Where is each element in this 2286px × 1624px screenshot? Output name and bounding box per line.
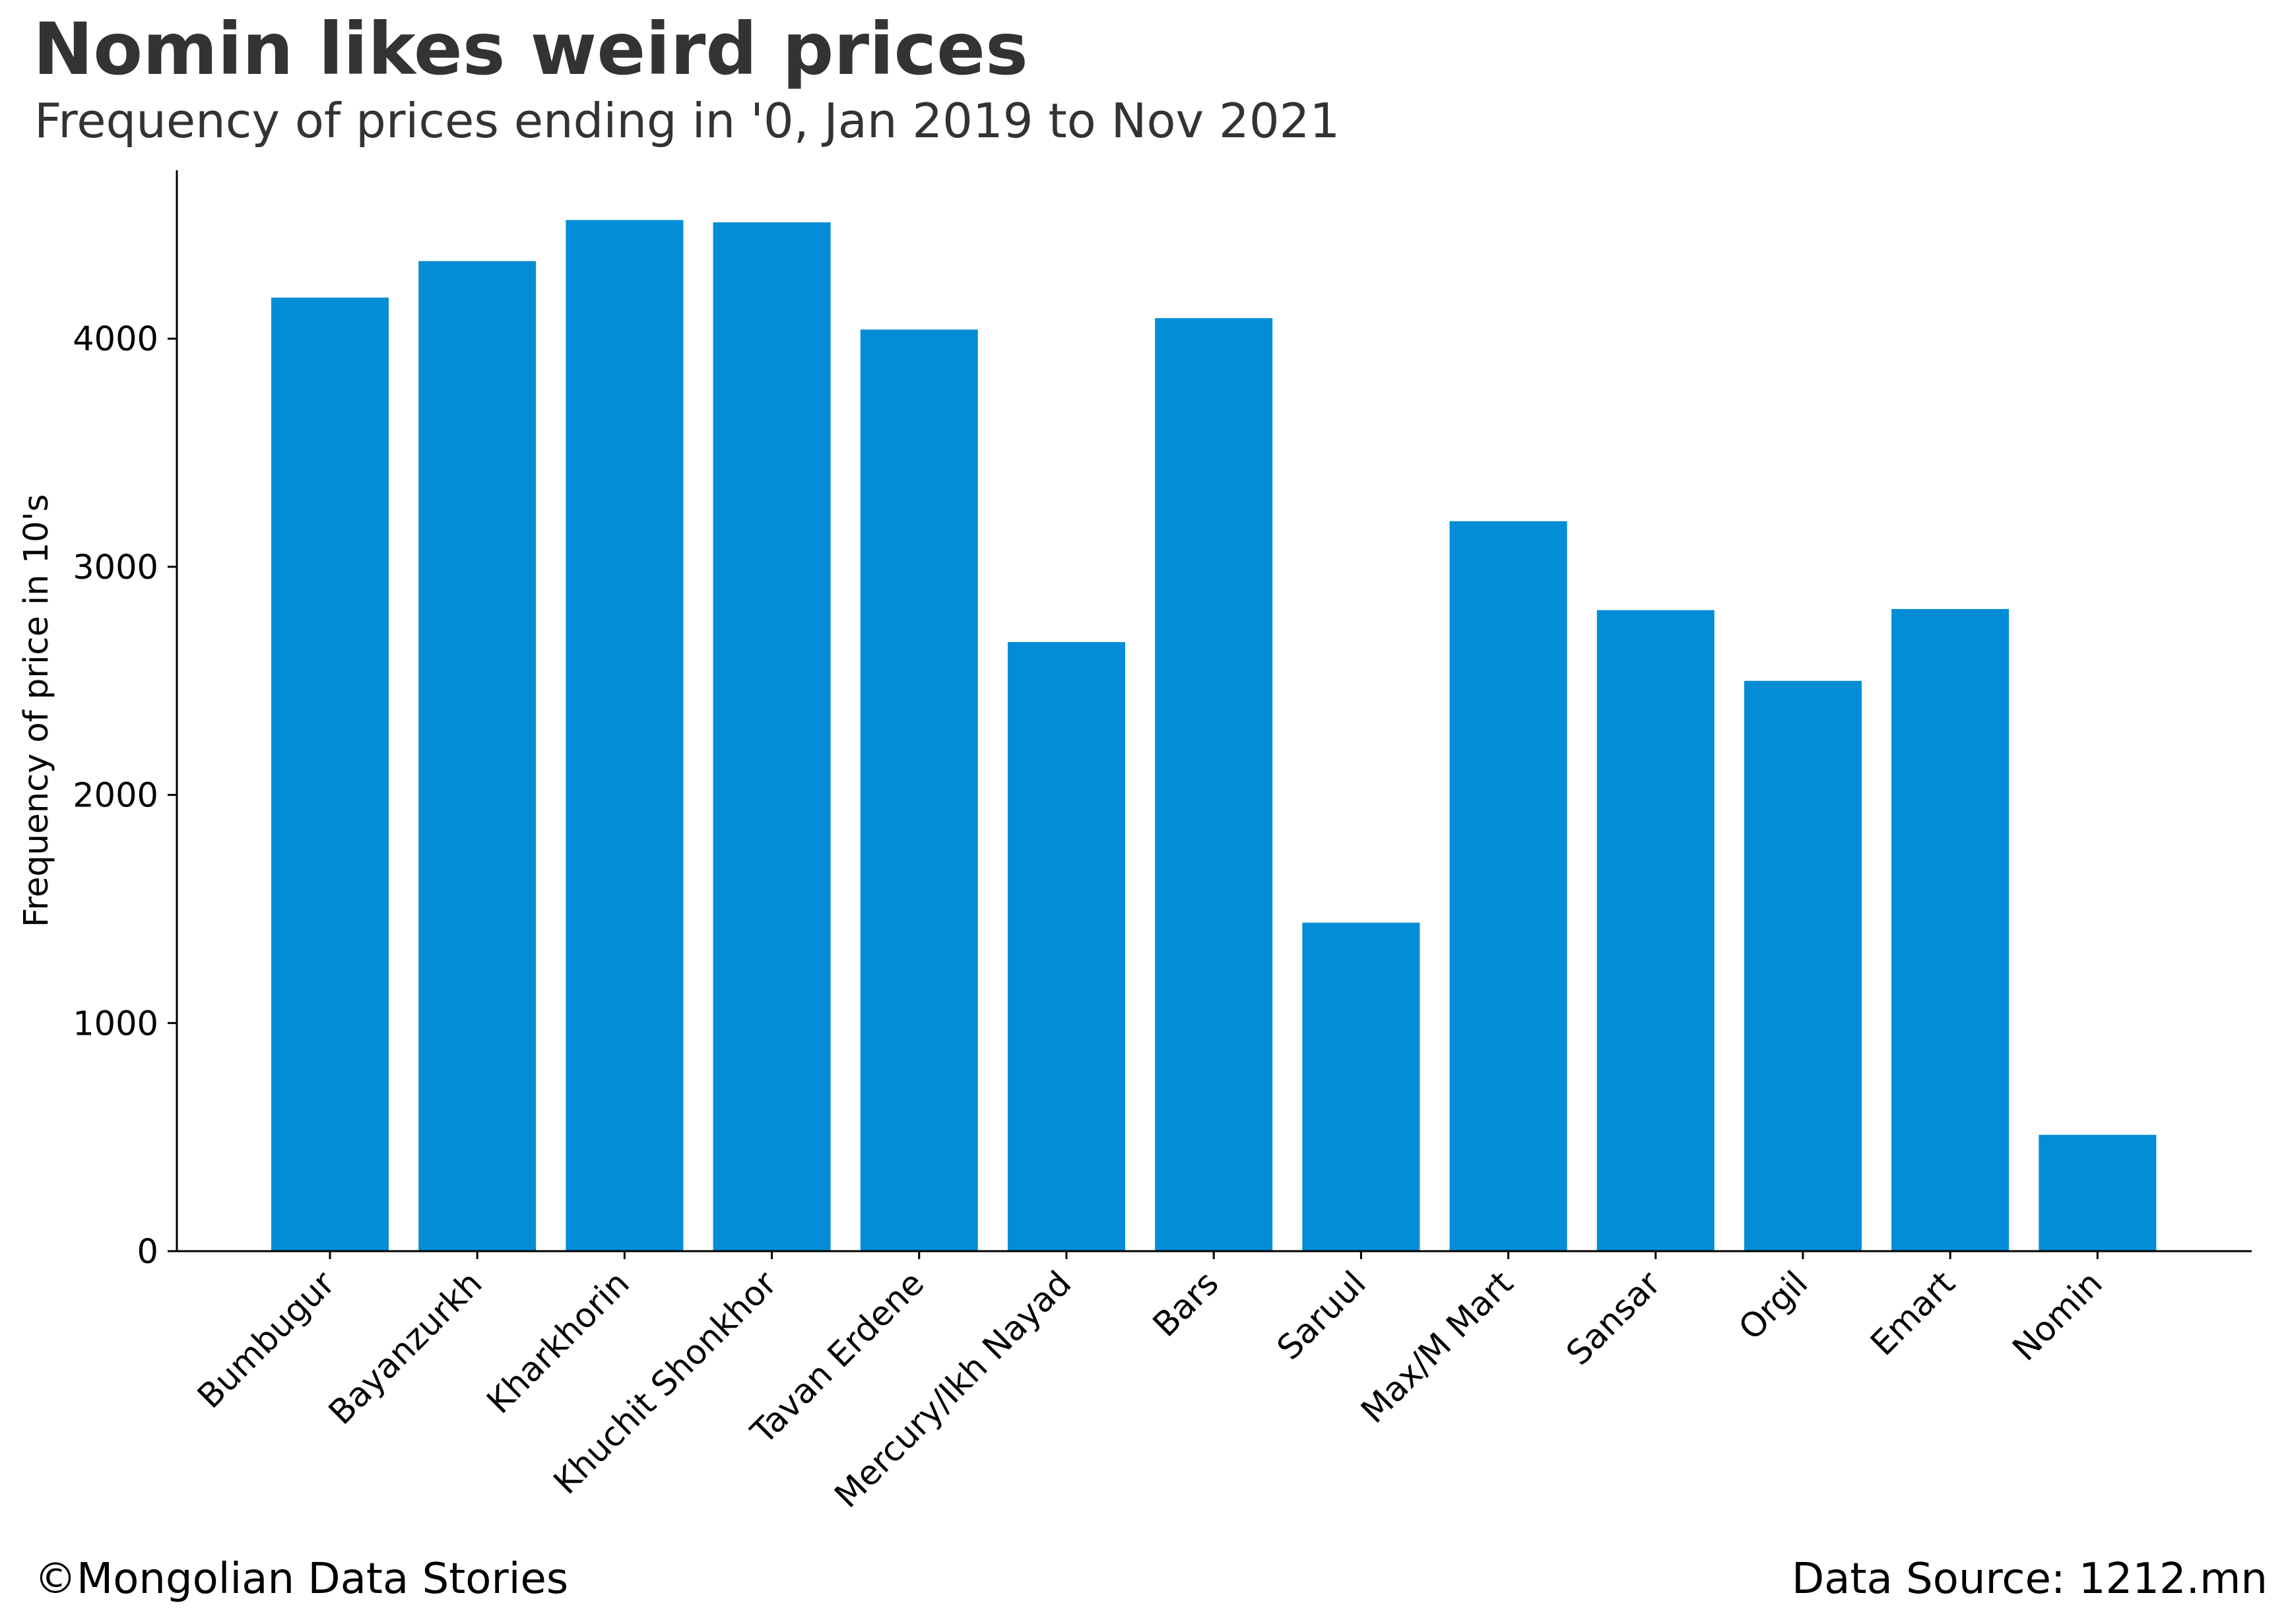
- x-tick-label: Sansar: [1559, 1264, 1668, 1373]
- bar-sansar: [1596, 610, 1715, 1251]
- bar-bumbugur: [271, 298, 389, 1251]
- x-tick-label: Bumbugur: [190, 1264, 343, 1416]
- bar-tavan-erdene: [860, 329, 978, 1251]
- x-tick-label: Bayanzurkh: [321, 1264, 490, 1432]
- bar-saruul: [1302, 923, 1420, 1251]
- x-tick-label: Mercury/Ikh Nayad: [828, 1264, 1079, 1515]
- y-tick-label: 4000: [73, 320, 158, 359]
- x-tick-label: Max/M Mart: [1354, 1264, 1521, 1431]
- bar-kharkhorin: [566, 220, 684, 1251]
- y-tick-label: 1000: [73, 1004, 158, 1043]
- y-ticks-layer: 0 1000 2000 3000 4000: [73, 320, 2099, 1272]
- bars-layer: [271, 220, 2157, 1252]
- bar-bars: [1155, 318, 1273, 1252]
- chart-subtitle: Frequency of prices ending in '0, Jan 20…: [34, 93, 1340, 148]
- x-tick-label: Emart: [1864, 1264, 1963, 1363]
- y-tick-label: 2000: [73, 777, 158, 816]
- x-tick-label: Nomin: [2006, 1264, 2110, 1369]
- x-tick-label: Orgil: [1732, 1264, 1815, 1348]
- bar-mercury-ikh-nayad: [1008, 642, 1125, 1251]
- bar-bayanzurkh: [418, 261, 537, 1252]
- y-tick-label: 0: [137, 1233, 158, 1272]
- bar-orgil: [1744, 680, 1862, 1252]
- bar-max-m-mart: [1449, 521, 1567, 1251]
- chart-title: Nomin likes weird prices: [33, 7, 1028, 91]
- bar-emart: [1891, 608, 2009, 1251]
- y-axis-label: Frequency of price in 10's: [17, 494, 56, 927]
- x-tick-label: Kharkhorin: [480, 1264, 637, 1421]
- bar-khuchit-shonkhor: [713, 222, 831, 1251]
- credit-text: ©Mongolian Data Stories: [34, 1555, 569, 1604]
- data-source-text: Data Source: 1212.mn: [1792, 1555, 2268, 1604]
- y-tick-label: 3000: [73, 548, 158, 587]
- x-tick-label: Saruul: [1270, 1264, 1373, 1367]
- x-tick-label: Bars: [1146, 1264, 1226, 1344]
- bar-nomin: [2039, 1134, 2157, 1251]
